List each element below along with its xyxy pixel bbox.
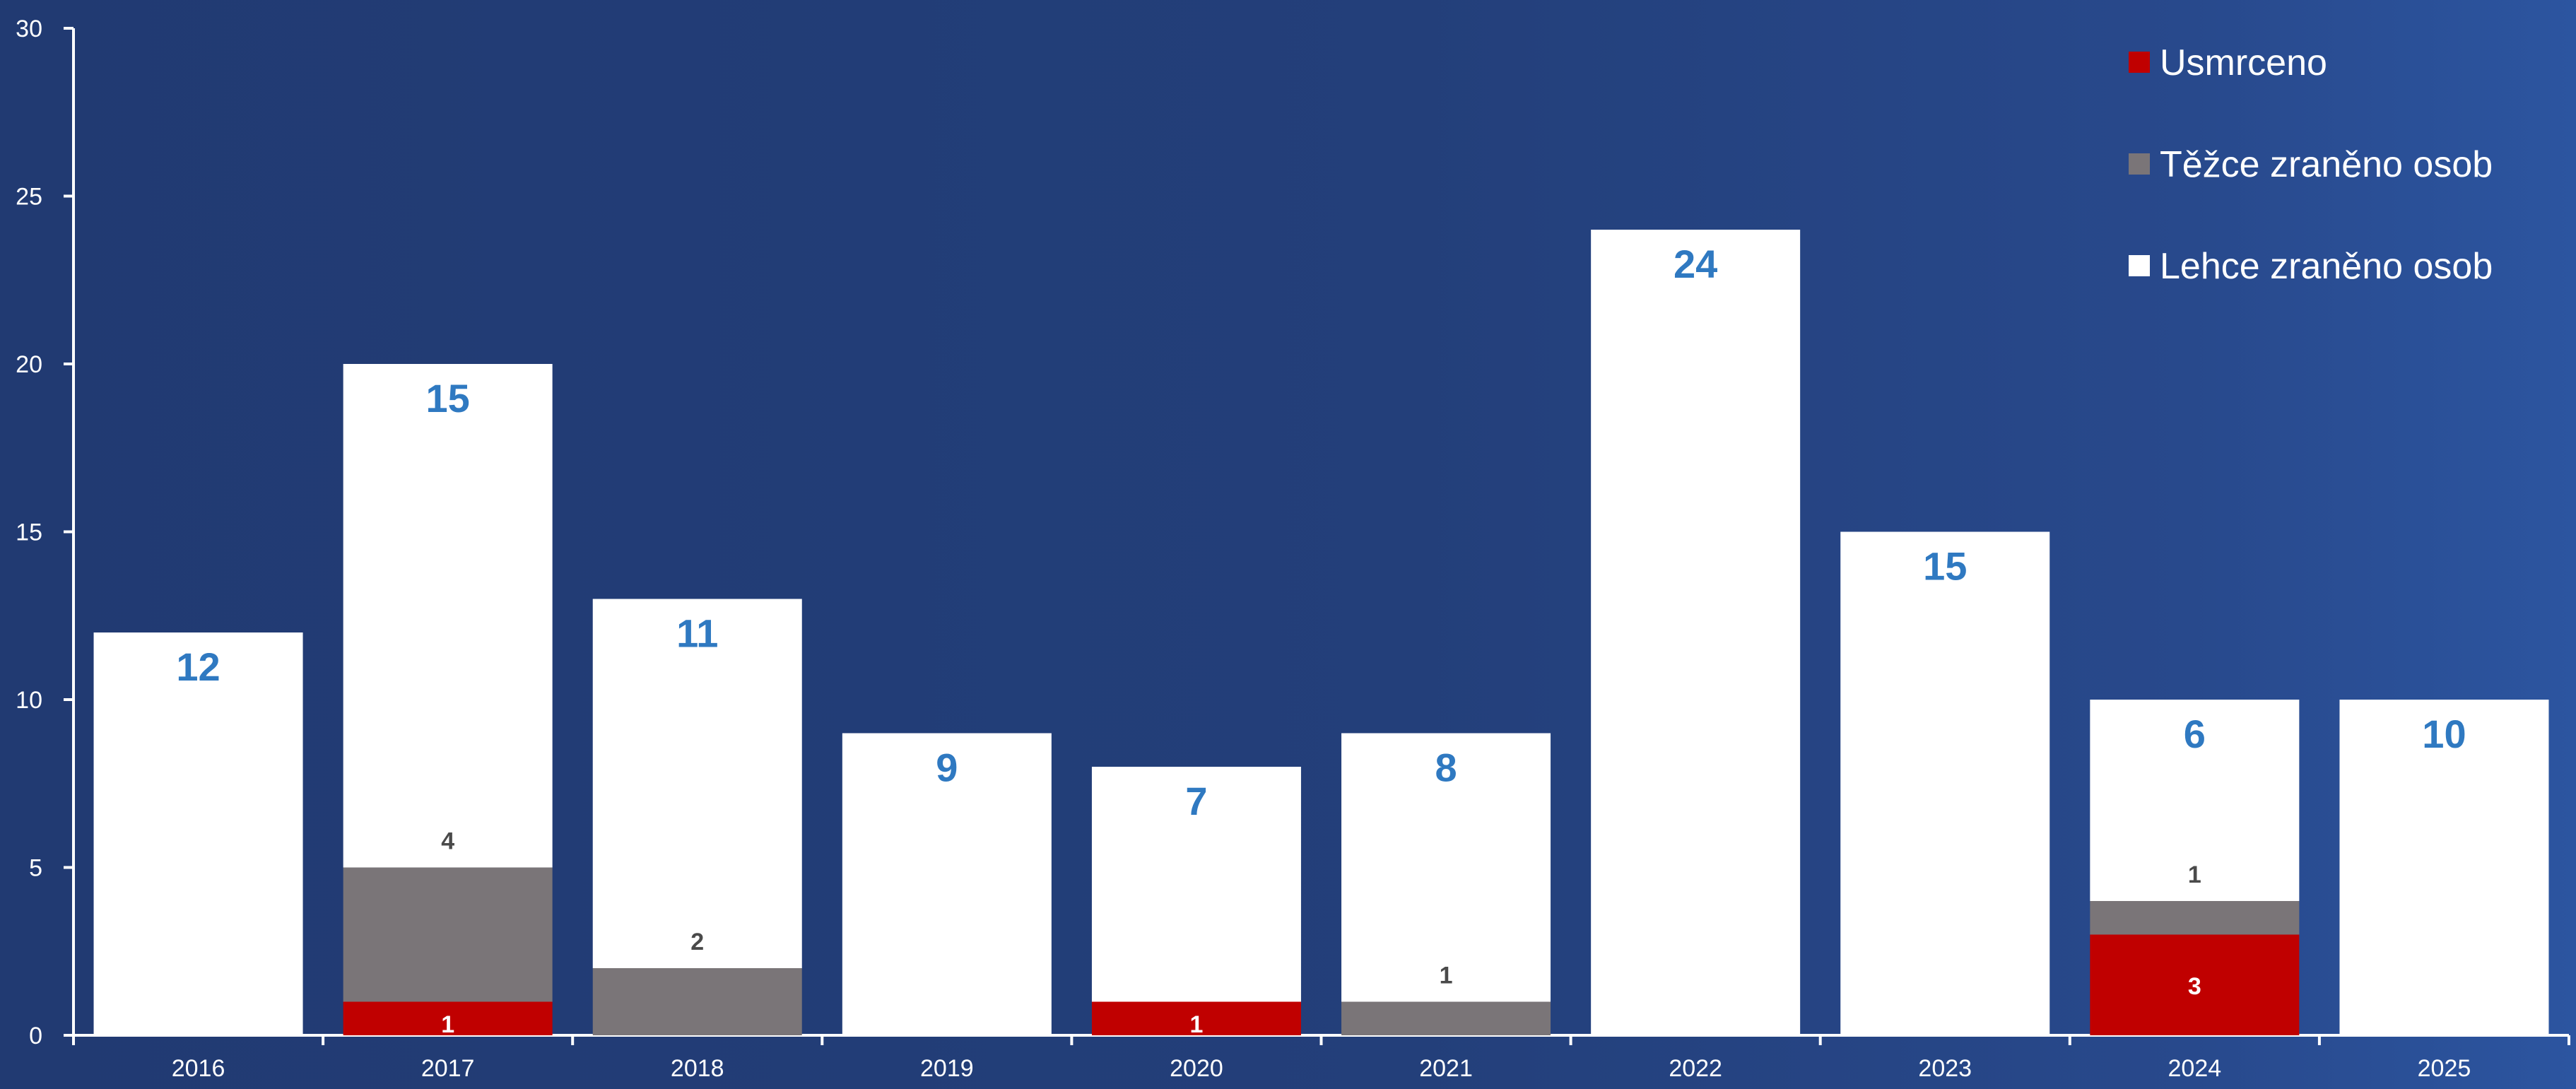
- bars: [93, 230, 2549, 1035]
- data-label: 12: [176, 644, 220, 689]
- data-label: 2: [690, 929, 704, 955]
- x-tick-label: 2024: [2168, 1055, 2222, 1082]
- data-label: 6: [2184, 712, 2206, 756]
- legend-label: Těžce zraněno osob: [2160, 144, 2493, 185]
- bar-segment: [2090, 934, 2300, 1035]
- x-tick-label: 2017: [421, 1055, 475, 1082]
- data-label: 24: [1674, 242, 1717, 286]
- x-tick-label: 2018: [671, 1055, 724, 1082]
- data-label: 1: [1440, 963, 1453, 989]
- y-tick-label: 15: [16, 519, 42, 546]
- legend-swatch: [2129, 52, 2150, 73]
- x-axis: 2016 2017 2018 2019 2020 2021 2022 2023 2024 2025: [72, 1034, 2570, 1082]
- bar-segment: [1341, 1001, 1551, 1035]
- legend-swatch: [2129, 255, 2150, 276]
- data-label: 11: [676, 611, 718, 656]
- data-label: 4: [441, 828, 454, 855]
- data-label: 8: [1435, 746, 1457, 790]
- legend-label: Usmrceno: [2160, 42, 2327, 83]
- bar-segment: [1091, 767, 1301, 1002]
- data-label: 15: [426, 376, 470, 420]
- bar-segment: [2339, 700, 2549, 1035]
- x-tick-label: 2016: [172, 1055, 225, 1082]
- x-tick-label: 2023: [1918, 1055, 1972, 1082]
- legend-swatch: [2129, 153, 2150, 175]
- data-label: 7: [1185, 779, 1207, 823]
- bar-segment: [2090, 700, 2300, 901]
- legend: Usmrceno Těžce zraněno osob Lehce zraněno …: [2129, 42, 2493, 287]
- bar-segment: [1341, 733, 1551, 1002]
- bar-segment: [1591, 230, 1801, 1035]
- bar-segment: [592, 968, 802, 1035]
- x-tick-label: 2022: [1669, 1055, 1722, 1082]
- bar-segment: [343, 867, 553, 1002]
- data-label: 3: [2188, 973, 2201, 1000]
- bar-segment: [2090, 901, 2300, 935]
- y-tick-label: 10: [16, 687, 42, 714]
- data-label: 1: [441, 1011, 454, 1038]
- x-tick-label: 2020: [1170, 1055, 1223, 1082]
- data-labels: 12 1 4 15 2 11 9 1 7 1 8 24 15 3 1 6 10: [176, 242, 2466, 1038]
- y-tick-label: 5: [29, 855, 42, 882]
- legend-label: Lehce zraněno osob: [2160, 246, 2493, 287]
- bar-segment: [343, 1001, 553, 1035]
- y-tick-label: 30: [16, 16, 42, 42]
- y-tick-label: 0: [29, 1023, 42, 1049]
- y-tick-label: 25: [16, 184, 42, 211]
- bar-segment: [1840, 531, 2050, 1035]
- bar-segment: [93, 632, 303, 1035]
- x-tick-label: 2025: [2418, 1055, 2471, 1082]
- y-tick-label: 20: [16, 351, 42, 378]
- x-tick-label: 2019: [920, 1055, 974, 1082]
- data-label: 10: [2422, 712, 2466, 756]
- bar-segment: [592, 599, 802, 968]
- data-label: 9: [936, 746, 958, 790]
- bar-segment: [842, 733, 1052, 1035]
- data-label: 1: [1189, 1011, 1203, 1038]
- x-tick-label: 2021: [1419, 1055, 1473, 1082]
- bar-segment: [343, 364, 553, 868]
- data-label: 15: [1923, 544, 1967, 589]
- y-axis: 0 5 10 15 20 25 30: [16, 16, 75, 1049]
- bar-segment: [1091, 1001, 1301, 1035]
- data-label: 1: [2188, 861, 2201, 888]
